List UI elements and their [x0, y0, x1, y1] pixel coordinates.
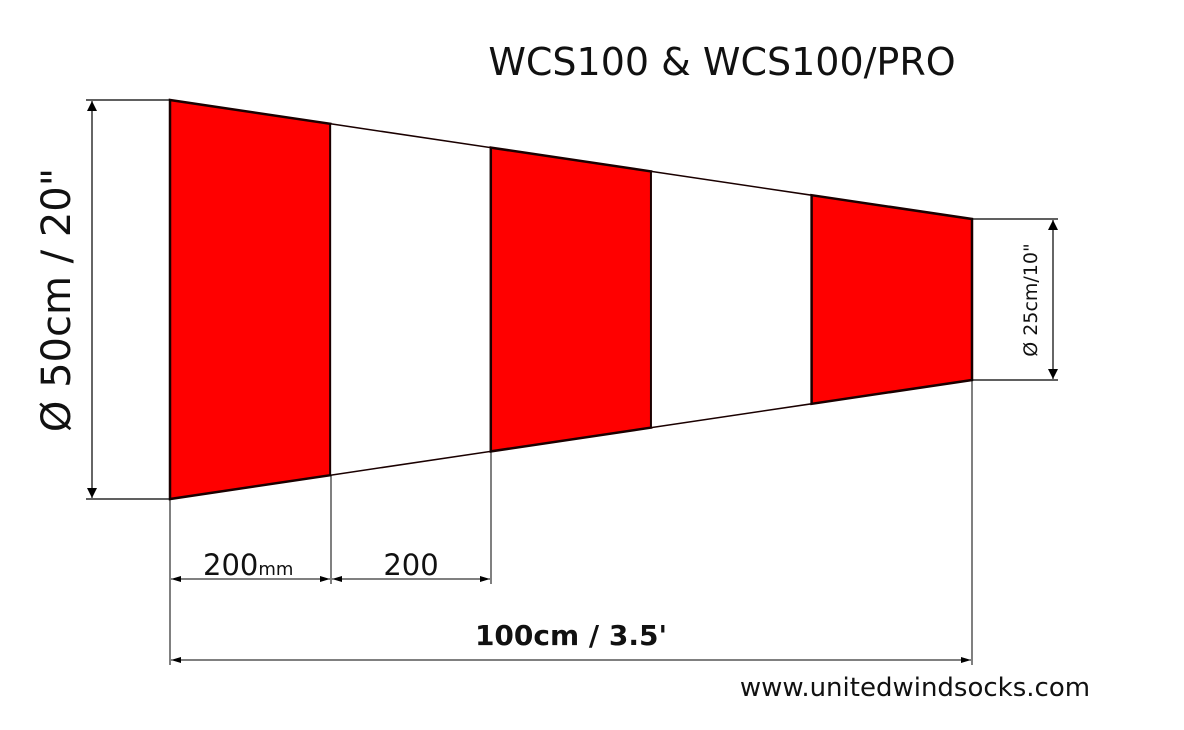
stripe-red	[810, 193, 974, 406]
large-diameter-dimension	[86, 99, 170, 500]
stripe-width-dimensions	[169, 380, 973, 665]
stripe-red	[168, 98, 332, 501]
small-diameter-dimension	[972, 218, 1058, 381]
windsock-body	[168, 98, 974, 501]
large-diameter-label: Ø 50cm / 20"	[34, 168, 80, 432]
small-diameter-label: Ø 25cm/10"	[1020, 243, 1042, 356]
stripe-width-label-1: 200mm	[203, 548, 293, 582]
stripe-white	[650, 170, 813, 429]
website-url: www.unitedwindsocks.com	[740, 673, 1090, 703]
stripe-red	[489, 146, 653, 453]
stripe-white	[329, 122, 492, 477]
diagram-title: WCS100 & WCS100/PRO	[488, 40, 955, 84]
total-length-label: 100cm / 3.5'	[475, 619, 667, 652]
stripe-width-label-2: 200	[383, 548, 438, 582]
